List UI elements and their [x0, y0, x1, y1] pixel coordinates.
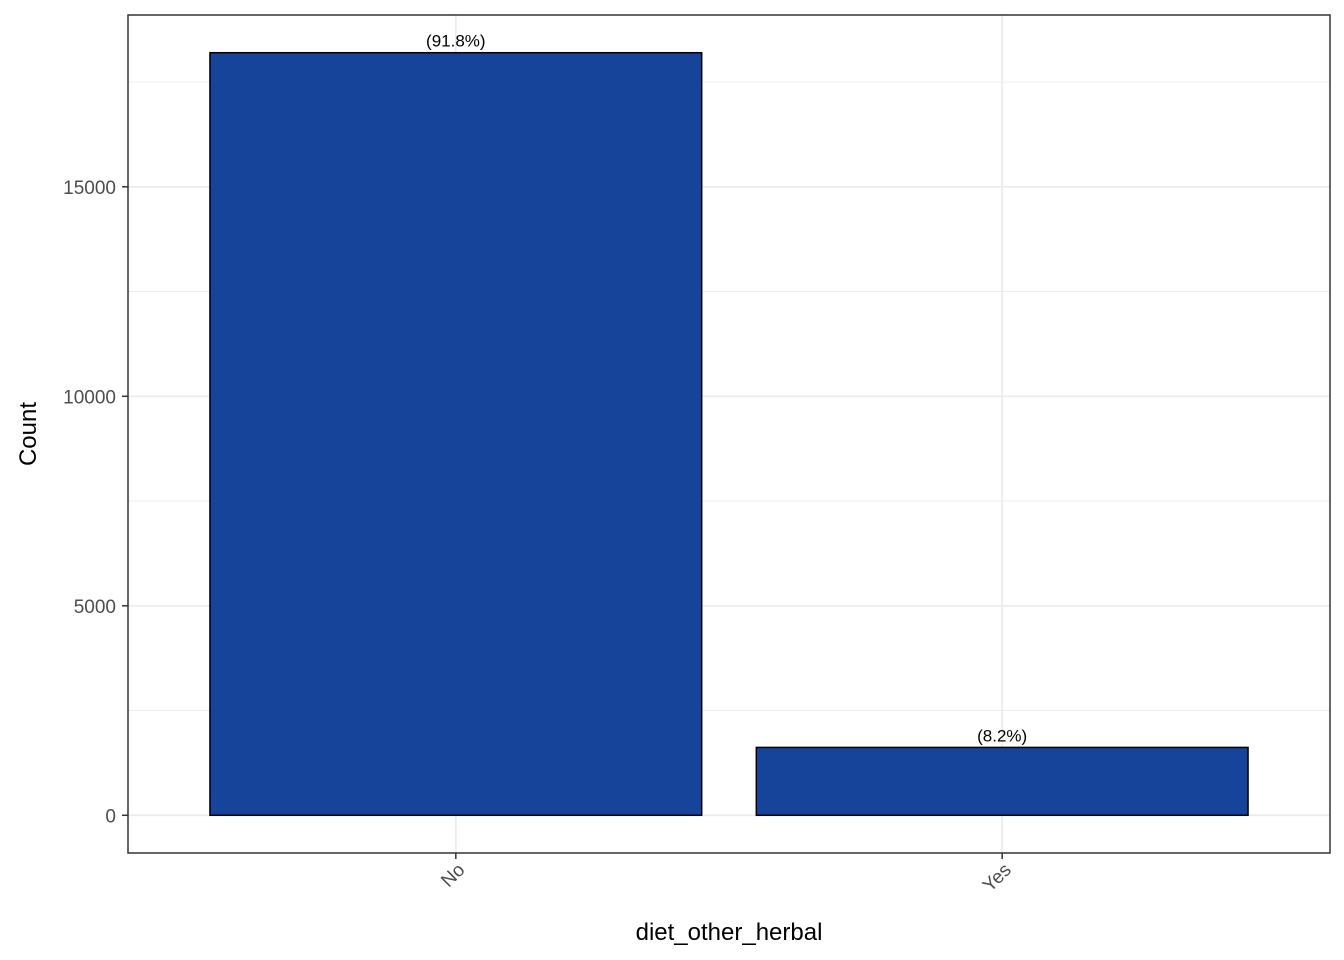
x-axis-title: diet_other_herbal [636, 919, 823, 946]
y-tick-label: 5000 [74, 597, 116, 618]
x-axis: No Yes [437, 853, 1016, 897]
data-label: (91.8%) [426, 32, 486, 51]
y-tick-label: 0 [105, 806, 116, 827]
y-tick-label: 15000 [63, 178, 116, 199]
panel-border [127, 14, 1331, 854]
x-tick-label: Yes [979, 860, 1016, 897]
data-labels: (91.8%) (8.2%) [426, 32, 1027, 746]
y-axis-title: Count [15, 402, 42, 466]
bar-yes [755, 746, 1249, 817]
data-label: (8.2%) [977, 726, 1027, 745]
y-axis: 0 5000 10000 15000 [63, 178, 128, 827]
x-tick-label: No [437, 860, 469, 892]
bars [209, 51, 1249, 817]
y-tick-label: 10000 [63, 387, 116, 408]
bar-no [209, 51, 703, 817]
